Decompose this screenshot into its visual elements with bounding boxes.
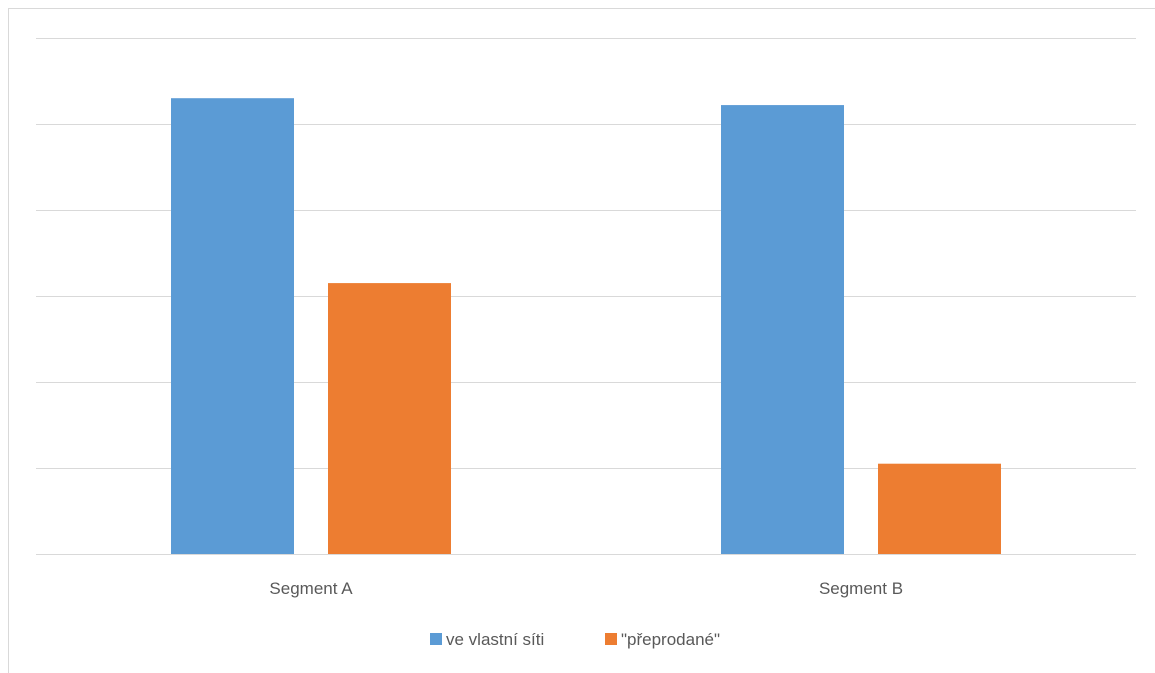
- legend-swatch: [605, 633, 617, 645]
- legend: ve vlastní síti "přeprodané": [430, 630, 720, 649]
- category-label: Segment A: [269, 579, 353, 598]
- bar-series1-segment-a: [171, 98, 294, 554]
- bar-series1-segment-b: [721, 105, 844, 554]
- legend-swatch: [430, 633, 442, 645]
- category-label: Segment B: [819, 579, 903, 598]
- legend-label: "přeprodané": [621, 630, 720, 649]
- bars: [171, 98, 1001, 554]
- category-labels: Segment A Segment B: [269, 579, 903, 598]
- bar-series2-segment-b: [878, 463, 1001, 554]
- legend-label: ve vlastní síti: [446, 630, 544, 649]
- bar-series2-segment-a: [328, 283, 451, 554]
